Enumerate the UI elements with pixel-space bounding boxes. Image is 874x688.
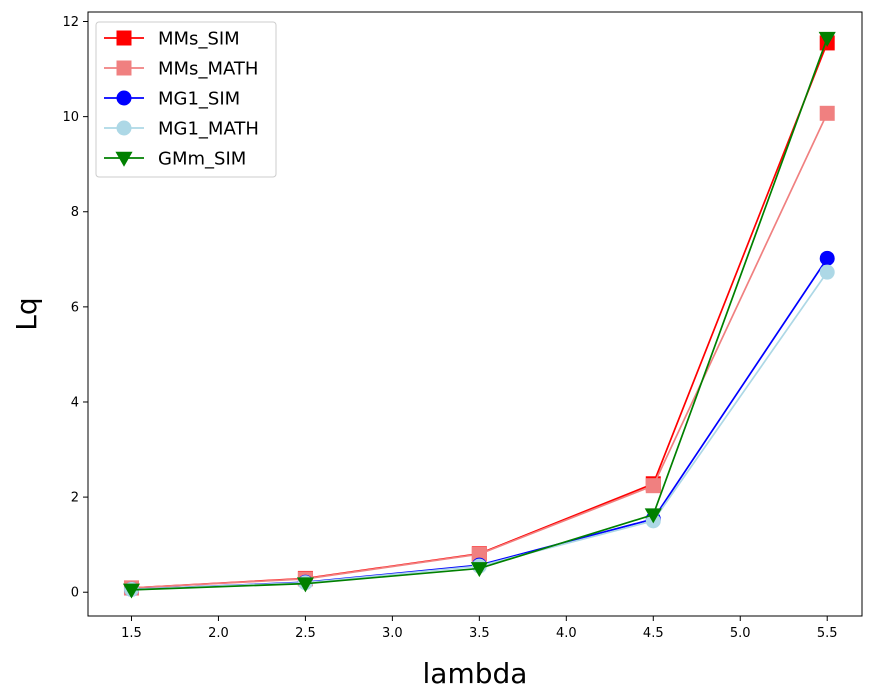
axes: 1.5 2.0 2.5 3.0 3.5 4.0 4.5 5.0 5.5 0 2 4 6 8 10 12 xyxy=(62,15,837,641)
data-point xyxy=(470,562,488,578)
legend: MMs_SIM MMs_MATH MG1_SIM MG1_MATH GMm_SIM xyxy=(95,21,277,178)
legend-marker xyxy=(116,120,132,136)
data-point xyxy=(819,264,835,280)
legend-box xyxy=(95,21,277,178)
data-point xyxy=(122,583,141,599)
series-gmm-sim xyxy=(122,31,836,599)
legend-label: MG1_SIM xyxy=(158,89,240,110)
x-tick-label: 3.0 xyxy=(382,626,403,641)
series-line xyxy=(131,112,828,589)
series-line xyxy=(131,271,828,591)
x-tick-label: 3.5 xyxy=(469,626,490,641)
legend-label: MMs_SIM xyxy=(158,29,240,50)
legend-entry: MMs_MATH xyxy=(104,59,258,80)
data-point xyxy=(645,478,661,494)
x-tick-label: 4.5 xyxy=(643,626,664,641)
legend-entry: MG1_SIM xyxy=(104,89,240,110)
y-tick-label: 2 xyxy=(71,491,79,506)
x-tick-label: 2.5 xyxy=(295,626,316,641)
legend-entry: MMs_SIM xyxy=(104,29,240,50)
x-tick-label: 2.0 xyxy=(208,626,229,641)
data-point xyxy=(296,577,314,593)
y-tick-label: 10 xyxy=(62,110,79,125)
legend-label: MG1_MATH xyxy=(158,119,259,140)
legend-marker xyxy=(116,60,132,76)
x-axis-label: lambda xyxy=(423,657,528,688)
legend-marker xyxy=(115,151,133,167)
data-point xyxy=(818,31,836,47)
y-axis-label: Lq xyxy=(10,297,43,330)
y-tick-label: 0 xyxy=(71,586,79,601)
y-tick-label: 12 xyxy=(62,15,79,30)
data-point xyxy=(819,105,835,121)
legend-label: GMm_SIM xyxy=(158,149,246,170)
data-point xyxy=(819,250,835,266)
legend-entry: MG1_MATH xyxy=(104,119,259,140)
plot-frame xyxy=(87,11,863,617)
x-tick-label: 1.5 xyxy=(121,626,142,641)
data-point xyxy=(644,508,662,524)
x-tick-label: 5.5 xyxy=(817,626,838,641)
legend-entry: GMm_SIM xyxy=(104,149,246,170)
legend-marker xyxy=(116,90,132,106)
y-tick-label: 4 xyxy=(71,395,79,410)
series-mg1-sim xyxy=(123,250,835,597)
legend-label: MMs_MATH xyxy=(158,59,258,80)
y-tick-label: 8 xyxy=(71,205,79,220)
x-tick-label: 4.0 xyxy=(556,626,577,641)
legend-marker xyxy=(116,30,132,46)
x-tick-label: 5.0 xyxy=(730,626,751,641)
plot-area xyxy=(122,31,836,599)
series-mms-math xyxy=(123,105,835,596)
y-tick-label: 6 xyxy=(71,300,79,315)
